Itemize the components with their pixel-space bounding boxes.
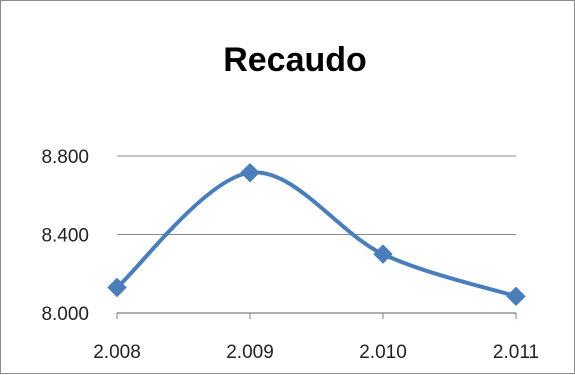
series-group	[107, 162, 526, 307]
chart-title: Recaudo	[223, 41, 367, 79]
x-tick-label: 2.011	[493, 342, 539, 363]
data-point-marker	[506, 286, 526, 307]
y-tick-label: 8.000	[41, 304, 89, 325]
x-tick-label: 2.009	[226, 342, 274, 363]
y-tick-label: 8.400	[41, 226, 89, 247]
x-tick-label: 2.010	[359, 342, 407, 363]
x-tick-label: 2.008	[93, 342, 141, 363]
axes	[116, 312, 517, 319]
data-point-marker	[107, 277, 127, 298]
series-line	[115, 170, 518, 299]
gridlines	[117, 155, 516, 235]
data-point-marker	[240, 162, 260, 183]
x-tick-labels: 2.008 2.009 2.010 2.011	[93, 342, 539, 363]
y-tick-labels: 8.000 8.400 8.800	[41, 147, 89, 325]
data-point-marker	[373, 244, 393, 264]
y-tick-label: 8.800	[41, 147, 89, 168]
